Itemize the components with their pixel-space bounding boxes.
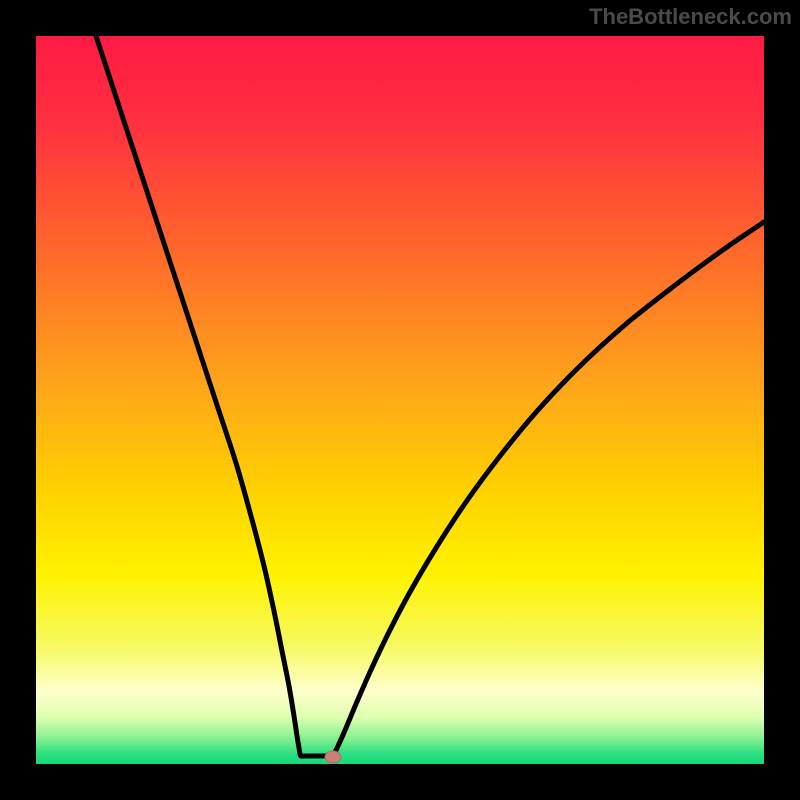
plot-area [36, 36, 764, 764]
chart-frame: TheBottleneck.com [0, 0, 800, 800]
optimum-marker [325, 751, 341, 763]
plot-svg [36, 36, 764, 764]
watermark-text: TheBottleneck.com [589, 4, 792, 30]
gradient-background [36, 36, 764, 764]
